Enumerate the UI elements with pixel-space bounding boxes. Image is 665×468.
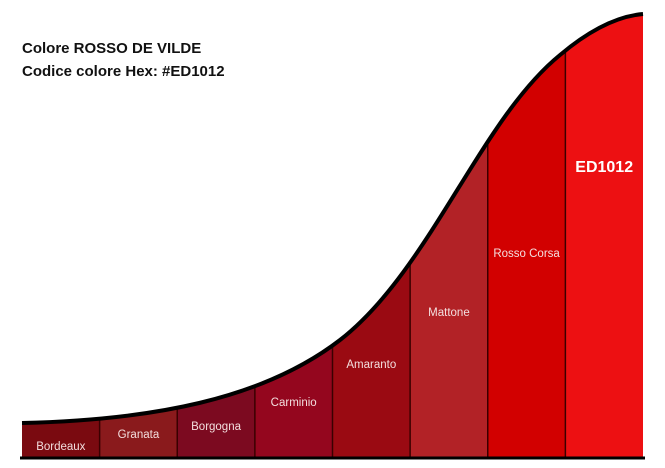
swatch	[565, 14, 643, 458]
subtitle: Codice colore Hex: #ED1012	[22, 63, 225, 80]
swatch-label: Amaranto	[346, 359, 396, 371]
swatch-label: Rosso Corsa	[493, 248, 560, 260]
swatch-label: Carminio	[271, 397, 317, 409]
swatch-labels: Bordeaux Granata Borgogna Carminio Amaranto M…	[36, 159, 633, 453]
title: Colore ROSSO DE VILDE	[22, 40, 201, 57]
swatch-label: Granata	[118, 429, 160, 441]
swatch-label: ED1012	[575, 159, 633, 176]
swatch-label: Mattone	[428, 307, 470, 319]
swatch-label: Borgogna	[191, 421, 241, 433]
swatch	[487, 14, 566, 458]
swatch	[332, 14, 411, 458]
swatch-label: Bordeaux	[36, 441, 85, 453]
swatch	[254, 14, 333, 458]
swatch	[410, 14, 489, 458]
curve-outline	[21, 12, 644, 425]
